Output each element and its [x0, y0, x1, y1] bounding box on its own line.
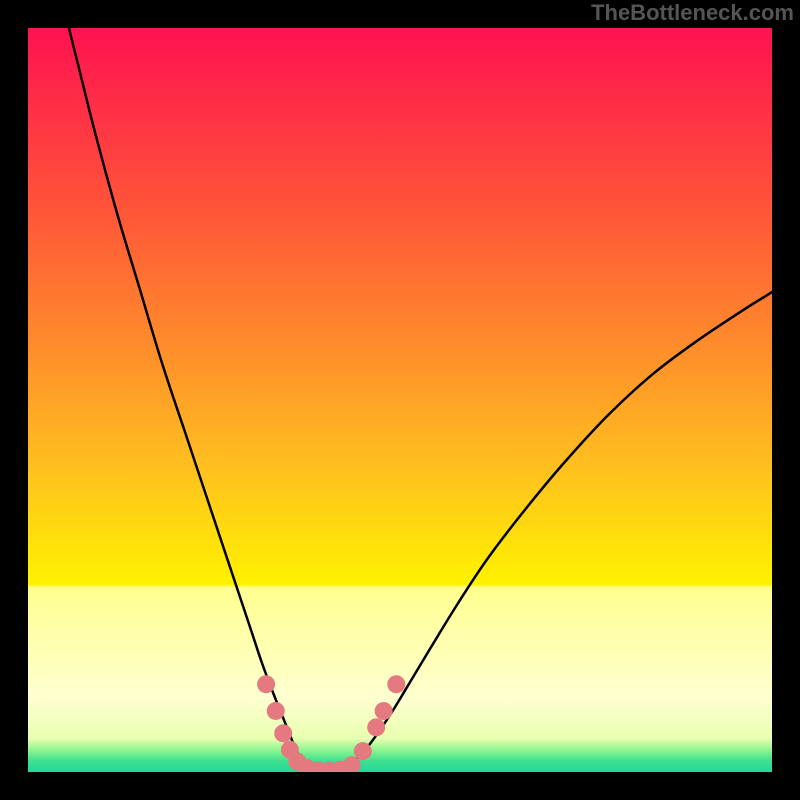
marker-point: [257, 675, 275, 693]
marker-point: [387, 675, 405, 693]
attribution-label: TheBottleneck.com: [591, 0, 794, 26]
marker-point: [274, 724, 292, 742]
marker-point: [343, 756, 361, 774]
marker-point: [367, 718, 385, 736]
marker-point: [375, 702, 393, 720]
bottleneck-chart: [0, 0, 800, 800]
marker-point: [267, 702, 285, 720]
chart-container: TheBottleneck.com: [0, 0, 800, 800]
marker-point: [354, 742, 372, 760]
plot-background: [28, 28, 772, 772]
